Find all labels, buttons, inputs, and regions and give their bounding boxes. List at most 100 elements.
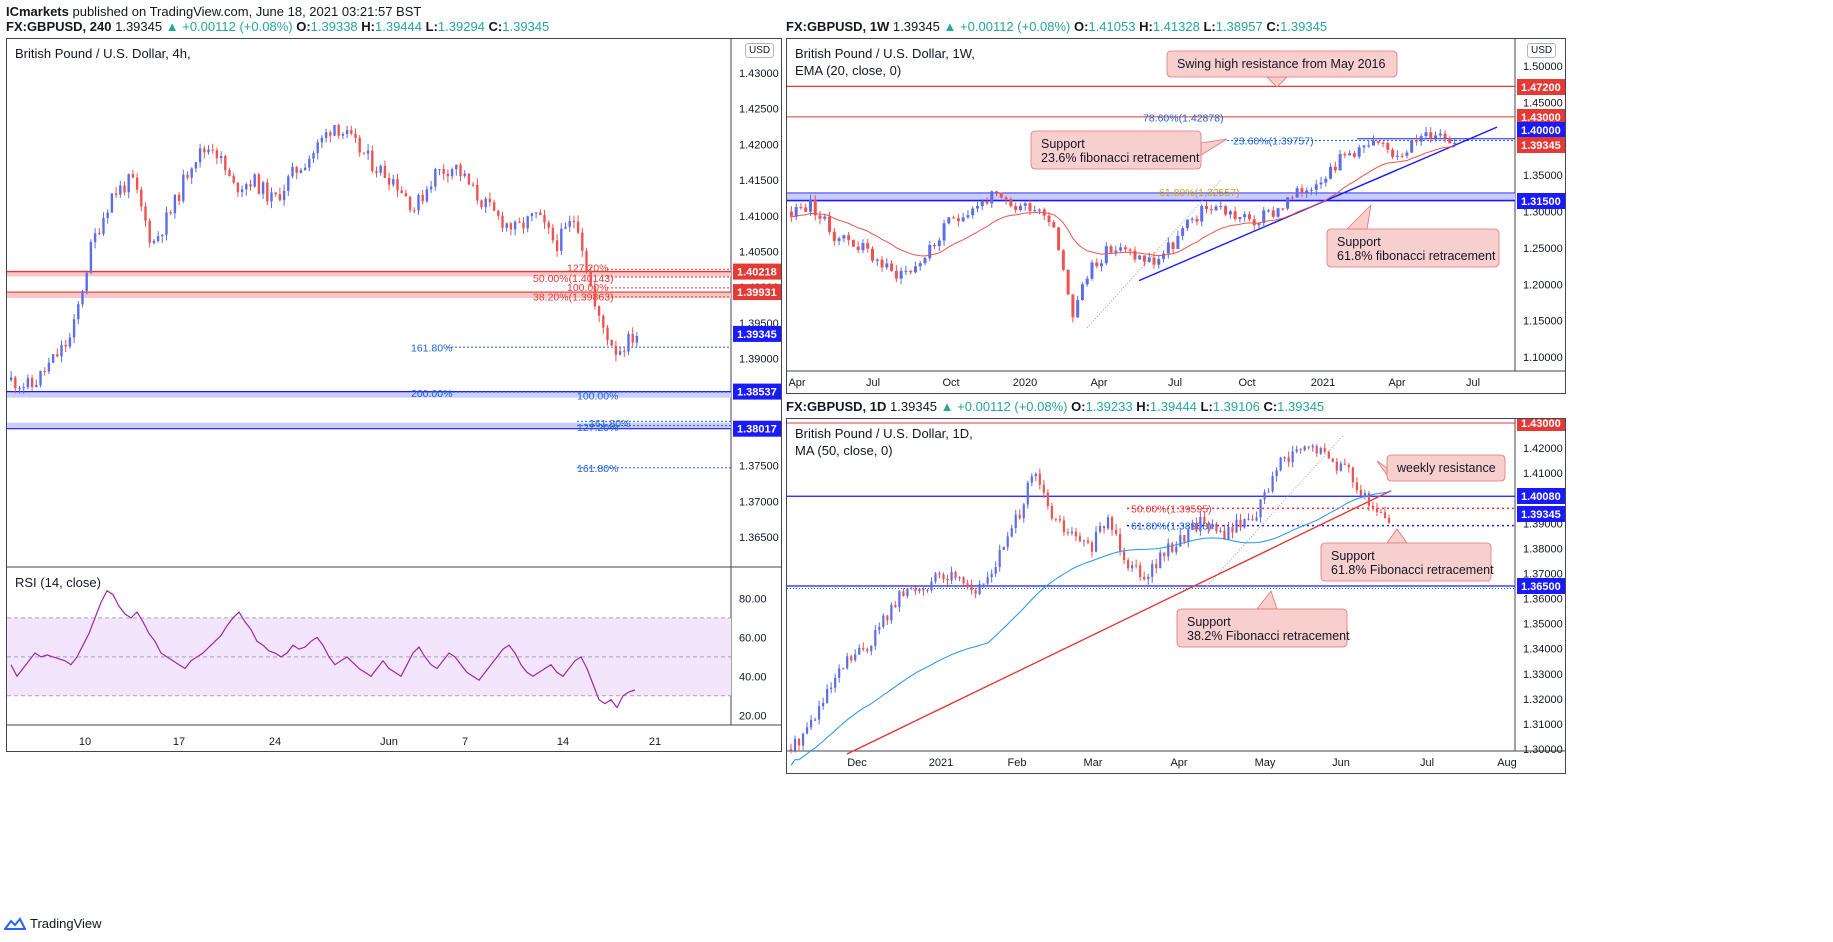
candle-1w-candle	[1104, 246, 1108, 264]
candle-1d-candle	[1243, 519, 1246, 528]
price-tick-label: 1.42500	[739, 104, 779, 116]
price-tick-label: 1.41000	[1523, 468, 1563, 480]
candle-1w-candle	[918, 263, 922, 267]
rsi-tick-label: 40.00	[739, 671, 767, 683]
fib-label: 127.20%	[567, 263, 608, 275]
currency-badge[interactable]: USD	[1527, 43, 1557, 58]
candle-1w-candle	[1276, 208, 1280, 217]
candle-1w-candle	[1319, 182, 1323, 185]
callout-fib-382-daily-pointer	[1256, 590, 1278, 610]
time-tick-label: Apr	[1090, 377, 1107, 389]
callout-fib-618-text: 61.8% fibonacci retracement	[1337, 249, 1496, 263]
currency-badge[interactable]: USD	[745, 43, 775, 58]
candle-4h-candle	[526, 216, 529, 229]
candle-1w-candle	[913, 266, 917, 273]
support-zone	[787, 192, 1515, 201]
price-tick-label: 1.35000	[1523, 619, 1563, 631]
legend-title: British Pound / U.S. Dollar, 1W,	[795, 46, 975, 61]
chart-panel-1d[interactable]: 1.430001.420001.410001.400001.390001.380…	[786, 418, 1566, 774]
candle-1d-candle	[894, 604, 897, 608]
candle-4h-candle	[522, 222, 525, 229]
candle-1d-candle	[1159, 552, 1162, 569]
candle-1d-candle	[1147, 576, 1150, 580]
candle-1d-candle	[1363, 492, 1367, 496]
candle-1w-candle	[1152, 257, 1156, 265]
candle-1d-candle	[898, 591, 901, 608]
candle-1d-candle	[818, 705, 821, 720]
candle-1w-candle	[942, 223, 946, 241]
candle-4h-candle	[253, 174, 256, 187]
candle-1w-candle	[1228, 211, 1232, 215]
candle-4h-candle	[22, 387, 25, 389]
candle-4h-candle	[203, 148, 206, 153]
candle-1d-candle	[870, 645, 873, 652]
candle-1d-candle	[1106, 517, 1110, 529]
candle-1w-candle	[971, 208, 975, 216]
candle-1d-candle	[1175, 546, 1178, 553]
price-tag-bg	[1517, 137, 1565, 153]
candle-1d-candle	[1002, 546, 1005, 550]
candle-1d-candle	[974, 590, 977, 594]
chart-canvas-1d[interactable]: 1.430001.420001.410001.400001.390001.380…	[787, 419, 1566, 774]
fib-label: 78.60%(1.42878)	[1143, 113, 1224, 125]
candle-4h-candle	[194, 162, 198, 169]
candle-4h-candle	[455, 164, 458, 170]
candle-1w-candle	[1209, 209, 1213, 211]
candle-4h-candle	[156, 236, 160, 241]
open-value: 1.39338	[310, 19, 358, 34]
candle-1d-candle	[1231, 527, 1234, 533]
callout-weekly-resistance: weekly resistance	[1376, 454, 1506, 482]
footer-brand-label: TradingView	[30, 916, 102, 931]
candle-1d-candle	[1187, 529, 1190, 542]
price-tag: 1.39345	[737, 329, 777, 341]
candle-1w-candle	[808, 199, 812, 212]
candle-1d-candle	[1315, 445, 1318, 454]
candle-4h-candle	[333, 125, 336, 136]
candle-1d-candle	[910, 588, 913, 590]
candle-1w-candle	[1176, 235, 1180, 249]
candle-1d-candle	[1271, 476, 1274, 492]
rsi-tick-label: 80.00	[739, 593, 767, 605]
price-tick-label: 1.36500	[739, 532, 779, 544]
time-tick-label: May	[1255, 757, 1276, 769]
chart-panel-4h[interactable]: 1.43000 1.42500 1.42000 1.41500 1.41000 1.405…	[6, 38, 782, 752]
candle-1w-candle	[966, 215, 970, 218]
candle-1d-candle	[998, 549, 1001, 568]
chart-panel-1w[interactable]: 1.50000 1.45000 1.40000 1.35000 1.30000 1.250…	[786, 38, 1566, 394]
low-value: 1.39294	[437, 19, 485, 34]
candle-1d-candle	[1070, 531, 1074, 534]
candle-1d-candle	[1034, 473, 1037, 477]
support-zone	[7, 422, 731, 429]
author-name[interactable]: ICmarkets	[6, 4, 69, 19]
candle-1d-candle	[882, 615, 885, 627]
chart-canvas-1w[interactable]: 1.50000 1.45000 1.40000 1.35000 1.30000 1.250…	[787, 39, 1566, 394]
candle-1w-candle	[1190, 218, 1194, 220]
candle-1w-candle	[823, 216, 827, 219]
chart-canvas-4h[interactable]: 1.43000 1.42500 1.42000 1.41500 1.41000 1.405…	[7, 39, 782, 752]
candle-1d-candle	[854, 654, 857, 661]
time-tick-label: Dec	[847, 757, 867, 769]
footer-brand[interactable]: TradingView	[4, 916, 102, 931]
time-tick-label: Apr	[1388, 377, 1405, 389]
candle-4h-candle	[413, 210, 416, 212]
candle-4h-candle	[43, 370, 46, 372]
candle-1w-candle	[842, 235, 846, 239]
legend-title: British Pound / U.S. Dollar, 4h,	[15, 46, 191, 61]
candle-1d-candle	[1311, 445, 1314, 448]
candle-1d-candle	[1123, 551, 1126, 561]
candle-4h-candle	[152, 240, 156, 243]
candle-1w-candle	[1181, 228, 1185, 236]
candle-1d-candle	[1327, 451, 1330, 459]
candle-4h-candle	[177, 194, 181, 201]
price-tag: 1.40218	[737, 267, 777, 279]
candle-1d-candle	[1359, 489, 1362, 496]
candle-1w-candle	[909, 270, 913, 273]
candle-4h-candle	[421, 194, 424, 202]
time-tick-label: Apr	[788, 377, 805, 389]
rsi-legend-title: RSI (14, close)	[15, 575, 101, 590]
candle-1w-candle	[1147, 257, 1151, 262]
candle-4h-candle	[329, 132, 332, 136]
resistance-zone	[7, 292, 731, 299]
price-tag-bg	[1517, 109, 1565, 125]
candle-1w-candle	[861, 243, 865, 251]
